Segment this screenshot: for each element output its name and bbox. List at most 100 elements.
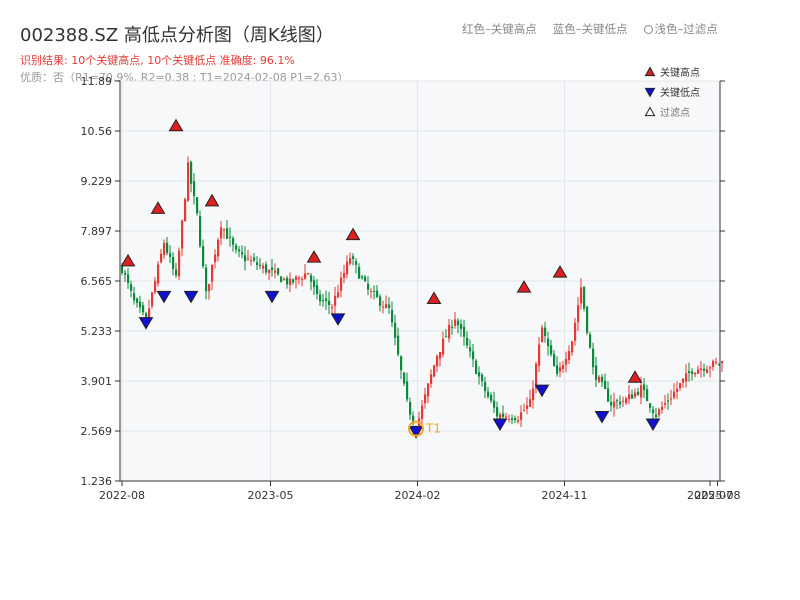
candle-body	[700, 368, 703, 370]
candle-body	[604, 380, 607, 390]
candle-body	[142, 305, 145, 313]
candle-body	[331, 307, 334, 309]
key-low-marker	[264, 290, 280, 304]
candle-body	[172, 256, 175, 269]
candle-body	[433, 365, 436, 377]
candle-body	[556, 365, 559, 374]
candle-body	[121, 265, 124, 274]
candle-body	[460, 324, 463, 329]
legend-marker	[644, 106, 656, 117]
legend-label: 关键低点	[660, 86, 700, 99]
candle-body	[565, 358, 568, 365]
candle-body	[490, 395, 493, 401]
candle-body	[385, 304, 388, 309]
candle-body	[631, 394, 634, 399]
candle-body	[655, 414, 658, 418]
candle-body	[274, 270, 277, 273]
x-tick-label: 2024-11	[542, 489, 588, 502]
key-high-marker	[516, 280, 532, 293]
candle-body	[583, 286, 586, 309]
candle-body	[652, 409, 655, 414]
candle-body	[379, 296, 382, 306]
candle-body	[151, 292, 154, 307]
candle-body	[298, 277, 301, 279]
candle-body	[343, 273, 346, 278]
legend-light-text: 浅色–过滤点	[654, 22, 718, 36]
candle-body	[214, 254, 217, 263]
candle-body	[250, 260, 253, 262]
circle-icon	[643, 25, 653, 34]
key-high-marker	[168, 118, 184, 132]
candle-body	[532, 388, 535, 401]
candle-body	[577, 305, 580, 323]
legend-marker	[644, 66, 656, 77]
candle-body	[190, 161, 193, 184]
candle-body	[262, 265, 265, 269]
candle-body	[268, 269, 271, 273]
key-high-marker	[204, 193, 220, 207]
legend-label: 关键高点	[660, 66, 700, 79]
candle-body	[391, 310, 394, 323]
candle-body	[499, 414, 502, 419]
candle-body	[202, 246, 205, 267]
candle-body	[454, 319, 457, 326]
y-tick-label: 11.89	[81, 75, 113, 88]
candle-body	[640, 385, 643, 398]
candle-body	[124, 272, 127, 275]
candle-body	[310, 275, 313, 282]
legend-blue-text: 蓝色–关键低点	[552, 22, 628, 36]
candle-body	[514, 418, 517, 421]
candle-body	[196, 197, 199, 214]
candle-body	[445, 336, 448, 338]
candle-body	[598, 376, 601, 383]
candle-body	[340, 277, 343, 291]
candle-body	[382, 306, 385, 308]
candle-body	[283, 278, 286, 280]
candle-body	[163, 242, 166, 255]
candle-body	[325, 298, 328, 301]
candle-body	[544, 327, 547, 336]
key-low-marker	[594, 410, 610, 424]
candle-body	[475, 360, 478, 375]
candle-body	[592, 348, 595, 368]
candle-body	[337, 292, 340, 298]
candle-body	[148, 308, 151, 319]
candle-body	[253, 257, 256, 261]
candle-body	[547, 338, 550, 347]
candle-body	[493, 400, 496, 408]
candle-body	[169, 253, 172, 258]
candle-body	[328, 300, 331, 305]
candle-body	[658, 409, 661, 416]
candle-body	[145, 313, 148, 318]
x-tick-label: 2023-05	[248, 489, 294, 502]
candle-body	[166, 242, 169, 254]
candle-body	[463, 326, 466, 337]
candle-body	[334, 295, 337, 306]
candle-body	[436, 356, 439, 367]
candle-body	[661, 406, 664, 410]
candle-body	[235, 245, 238, 250]
candle-body	[538, 344, 541, 366]
candle-body	[595, 365, 598, 380]
candle-body	[280, 276, 283, 283]
key-high-marker	[426, 291, 442, 304]
candle-body	[667, 400, 670, 402]
candle-body	[133, 293, 136, 301]
key-low-marker	[138, 317, 154, 330]
candle-body	[304, 273, 307, 280]
candle-body	[649, 403, 652, 408]
candle-body	[487, 391, 490, 397]
top-legend: 红色–关键高点 蓝色–关键低点 浅色–过滤点	[462, 21, 718, 37]
candle-body	[430, 374, 433, 384]
candle-body	[439, 351, 442, 359]
candle-body	[376, 290, 379, 298]
candle-body	[241, 252, 244, 255]
key-high-marker	[306, 250, 322, 263]
candle-body	[370, 291, 373, 293]
candle-body	[286, 277, 289, 285]
candle-body	[457, 320, 460, 326]
candle-body	[589, 334, 592, 348]
candle-body	[682, 378, 685, 383]
y-tick-label: 5.233	[81, 325, 113, 338]
candle-body	[628, 394, 631, 400]
